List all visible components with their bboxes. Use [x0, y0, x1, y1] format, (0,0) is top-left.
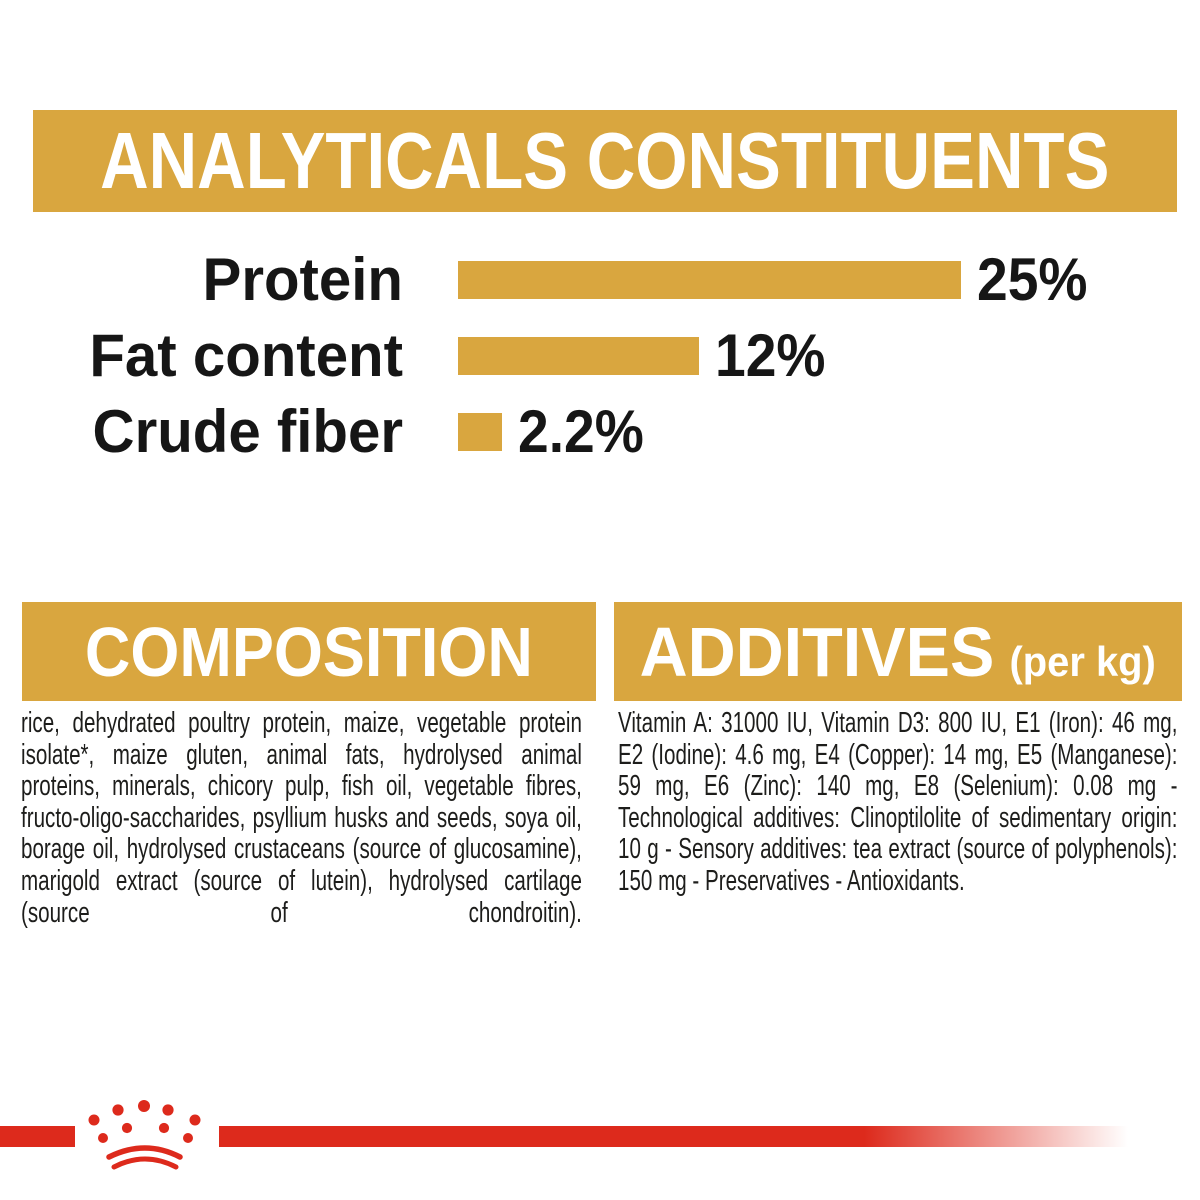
bar-value-protein: 25%: [976, 246, 1087, 313]
bar-crude-fiber: [458, 413, 503, 451]
additives-heading: ADDITIVES: [639, 612, 995, 691]
bar-label-fat-content: Fat content: [89, 322, 404, 389]
composition-heading: COMPOSITION: [84, 612, 534, 691]
chart-row-crude-fiber: Crude fiber 2.2%: [0, 402, 1200, 462]
bar-value-fat-content: 12%: [715, 322, 826, 389]
bar-protein: [458, 261, 961, 299]
bar-label-protein: Protein: [202, 246, 403, 313]
analytical-constituents-title: ANALYTICALS CONSTITUENTS: [100, 116, 1110, 205]
bar-value-crude-fiber: 2.2%: [518, 398, 645, 465]
additives-heading-suffix: (per kg): [1009, 637, 1157, 685]
additives-banner: ADDITIVES (per kg): [614, 602, 1182, 701]
bar-fat-content: [458, 337, 700, 375]
footer-red-band-left: [0, 1126, 75, 1147]
chart-row-protein: Protein 25%: [0, 250, 1200, 310]
royal-canin-crown-icon: [88, 1100, 201, 1170]
composition-banner: COMPOSITION: [22, 602, 596, 701]
analytical-constituents-banner: ANALYTICALS CONSTITUENTS: [33, 110, 1177, 212]
composition-body: rice, dehydrated poultry protein, maize,…: [21, 707, 582, 929]
footer-red-band: [219, 1126, 1128, 1147]
bar-label-crude-fiber: Crude fiber: [92, 398, 403, 465]
chart-row-fat-content: Fat content 12%: [0, 326, 1200, 386]
additives-body: Vitamin A: 31000 IU, Vitamin D3: 800 IU,…: [618, 707, 1178, 897]
additives-heading-group: ADDITIVES (per kg): [640, 617, 1156, 687]
